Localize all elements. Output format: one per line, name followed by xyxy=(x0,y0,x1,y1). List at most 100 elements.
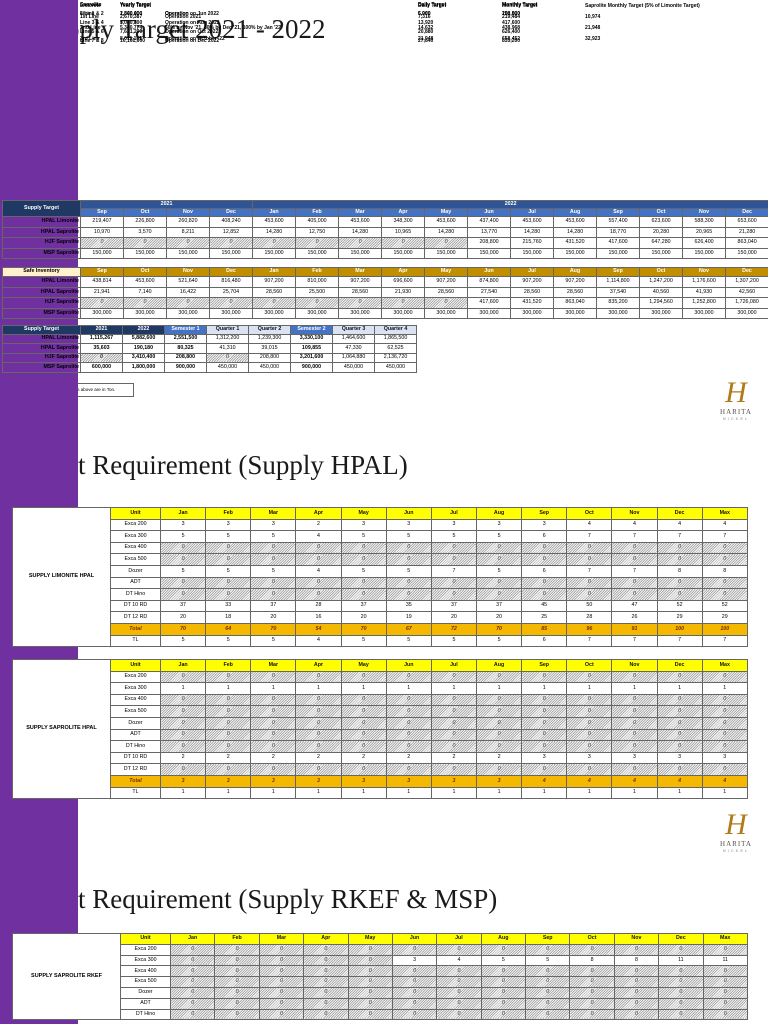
value-cell: 150,000 xyxy=(682,247,727,259)
value-cell: 5 xyxy=(430,634,477,648)
value-cell: 0 xyxy=(658,1008,704,1021)
value-cell: 0 xyxy=(381,297,425,309)
value-cell: 3 xyxy=(295,774,342,788)
value-cell: 20,965 xyxy=(682,226,727,238)
value-cell: 0 xyxy=(430,693,477,707)
value-cell: 12,852 xyxy=(208,226,254,238)
value-cell: 5 xyxy=(250,634,297,648)
value-cell: 0 xyxy=(701,670,748,684)
value-cell: 0 xyxy=(566,763,613,776)
unit-name: DT Hino xyxy=(110,588,161,601)
value-cell: 0 xyxy=(340,763,387,776)
value-cell: 37 xyxy=(475,599,523,613)
value-cell: 25,500 xyxy=(295,286,339,298)
value-cell: 0 xyxy=(569,943,615,956)
value-cell: 8,211 xyxy=(166,226,210,238)
value-cell: 150,000 xyxy=(338,247,383,259)
month-cell: Mar xyxy=(338,208,383,217)
value-cell: 0 xyxy=(169,986,216,999)
table-row: ADT 0 0 0 0 0 0 0 0 0 0 0 0 0 xyxy=(13,728,748,742)
value-cell: 453,600 xyxy=(252,216,297,228)
value-cell: 0 xyxy=(701,716,748,730)
table-row: HJF Saprolite 0 0 0 0 0 0 0 0 0 208,800 215,760 431,… xyxy=(2,237,768,249)
header-cell: Quarter 4 xyxy=(374,325,417,335)
header-cell: Mar xyxy=(250,507,297,520)
value-cell: 1,252,800 xyxy=(682,297,726,309)
block-cell: 658,452 xyxy=(502,35,521,42)
value-cell: 150,000 xyxy=(467,247,512,259)
value-cell: 0 xyxy=(475,670,523,684)
value-cell: 4 xyxy=(566,774,613,788)
value-cell: 0 xyxy=(385,763,432,776)
value-cell: 0 xyxy=(566,693,613,707)
value-cell: 0 xyxy=(611,541,658,555)
block-cell: 835,200 xyxy=(502,38,521,45)
value-cell: 0 xyxy=(169,954,216,967)
value-cell: 1,294,560 xyxy=(639,297,683,309)
unit-name: DT Hino xyxy=(120,1008,171,1021)
value-cell: 4 xyxy=(656,774,703,788)
value-cell: 2,136,720 xyxy=(374,352,417,363)
value-cell: 20 xyxy=(250,611,297,624)
value-cell: 28,560 xyxy=(424,286,468,298)
block-cell: Line 7 & 8 xyxy=(80,38,104,45)
block-cell: Line 1 & 2 xyxy=(80,10,104,17)
block-cell: Line 3 & 4 xyxy=(80,20,104,26)
value-cell: 557,400 xyxy=(596,216,641,228)
value-cell: 0 xyxy=(566,670,613,684)
value-cell: 0 xyxy=(475,763,523,776)
month-cell: May xyxy=(424,267,468,277)
value-cell: 0 xyxy=(521,588,568,601)
value-cell: 600,000 xyxy=(80,362,123,373)
header-cell: Quarter 2 xyxy=(248,325,291,335)
value-cell: 0 xyxy=(480,965,527,978)
block-cell: 219,484 xyxy=(502,13,521,20)
value-cell: 1,064,880 xyxy=(332,352,375,363)
value-cell: 25 xyxy=(521,611,568,624)
value-cell: 7 xyxy=(566,530,613,543)
value-cell: 16 xyxy=(295,611,342,624)
value-cell: 5 xyxy=(480,954,527,967)
value-cell: 1 xyxy=(295,786,342,800)
value-cell: 28,560 xyxy=(338,286,382,298)
month-cell: Feb xyxy=(295,208,340,217)
header-cell: Semester 2 xyxy=(290,325,333,335)
value-cell: 626,400 xyxy=(682,237,727,249)
header-cell: Safe Inventory xyxy=(2,267,81,277)
value-cell: 3 xyxy=(611,751,658,765)
table-row: Exca 200 0 0 0 0 0 0 0 0 0 0 0 0 0 xyxy=(13,943,748,956)
unit-name: Exca 400 xyxy=(110,693,161,707)
value-cell: 52 xyxy=(701,599,748,613)
value-cell: 696,600 xyxy=(381,276,425,288)
value-cell: 0 xyxy=(303,997,349,1010)
unit-name: DT 10 RD xyxy=(110,751,161,765)
month-cell: Jan xyxy=(252,267,296,277)
value-cell: 150,000 xyxy=(381,247,426,259)
value-cell: 7 xyxy=(566,564,613,578)
header-cell: 2022 xyxy=(122,325,165,335)
value-cell: 1 xyxy=(566,786,613,800)
logo-tagline: NICKEL xyxy=(722,416,750,421)
table-row: Supply Target 2021 2022 xyxy=(2,200,768,217)
value-cell: 0 xyxy=(214,1008,260,1021)
value-cell: 0 xyxy=(347,943,393,956)
value-cell: 1 xyxy=(340,682,387,695)
value-cell: 863,040 xyxy=(725,237,768,249)
table-row: Dozer 5 5 5 4 5 5 7 5 6 7 7 8 8 xyxy=(13,564,748,578)
value-cell: 0 xyxy=(340,728,387,742)
value-cell: 0 xyxy=(566,553,613,566)
value-cell: 0 xyxy=(521,705,568,718)
value-cell: 0 xyxy=(295,740,342,753)
month-cell: Nov xyxy=(166,208,210,217)
value-cell: 1 xyxy=(475,786,523,800)
value-cell: 0 xyxy=(214,954,260,967)
block-cell: 10,161,600 xyxy=(120,38,146,45)
value-cell: 52 xyxy=(656,599,703,613)
table-row: DT Hino 0 0 0 0 0 0 0 0 0 0 0 0 0 xyxy=(13,740,748,753)
value-cell: 5 xyxy=(205,564,252,578)
value-cell: 28,560 xyxy=(553,286,597,298)
block-cell: 4 Line xyxy=(80,10,95,17)
value-cell: 4 xyxy=(295,564,342,578)
value-cell: 0 xyxy=(303,976,349,988)
header-cell: Jan xyxy=(159,659,207,672)
